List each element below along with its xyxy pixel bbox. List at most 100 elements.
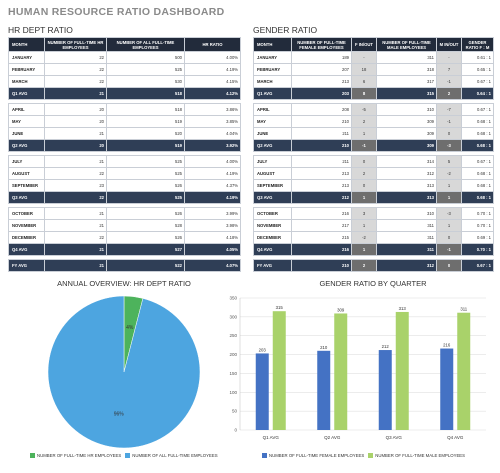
hr-cell: 21: [44, 207, 107, 220]
x-tick-label: Q1 AVG: [263, 435, 280, 440]
hr-cell: 21: [44, 219, 107, 232]
hr-cell: 20: [44, 103, 107, 116]
gender-avg-cell: 1: [351, 243, 377, 256]
x-tick-label: Q3 AVG: [386, 435, 403, 440]
bar-value-label: 203: [259, 347, 267, 352]
pie-slice-label-0: 4%: [126, 325, 134, 331]
gender-cell: DECEMBER: [253, 231, 292, 244]
y-tick-label: 250: [229, 333, 237, 338]
x-tick-label: Q2 AVG: [324, 435, 341, 440]
hr-cell: 4.18%: [184, 231, 241, 244]
gender-fy-cell: 210: [291, 259, 352, 272]
hr-avg-cell: Q4 AVG: [8, 243, 45, 256]
gender-cell: 0: [436, 127, 462, 140]
hr-cell: 22: [44, 51, 107, 64]
hr-cell: 3.86%: [184, 103, 241, 116]
gender-fy-cell: 0: [436, 259, 462, 272]
table-row: JULY 21 525 4.00%: [8, 155, 241, 168]
hr-header-cell: MONTH: [8, 37, 45, 52]
hr-cell: 22: [44, 63, 107, 76]
table-row: MARCH 213 6 317 -1 0.67 : 1: [253, 75, 494, 88]
gender-cell: 0.67 : 1: [461, 155, 494, 168]
gender-avg-cell: 0.64 : 1: [461, 87, 494, 100]
table-row: AUGUST 22 525 4.19%: [8, 167, 241, 180]
hr-cell: DECEMBER: [8, 231, 45, 244]
hr-cell: AUGUST: [8, 167, 45, 180]
gender-cell: FEBRUARY: [253, 63, 292, 76]
hr-section-title: HR DEPT RATIO: [8, 25, 73, 35]
table-row: JANUARY 22 500 4.00%: [8, 51, 241, 64]
pie-legend-label-hr: NUMBER OF FULL-TIME HR EMPLOYEES: [37, 453, 122, 458]
quarter-avg-row: Q3 AVG 212 1 313 1 0.68 : 1: [253, 191, 494, 204]
gender-avg-cell: 313: [376, 191, 437, 204]
gender-cell: APRIL: [253, 103, 292, 116]
gender-cell: 2: [351, 115, 377, 128]
table-row: NOVEMBER 21 528 3.98%: [8, 219, 241, 232]
quarter-avg-row: Q3 AVG 22 525 4.19%: [8, 191, 241, 204]
table-row: AUGUST 213 2 312 -2 0.68 : 1: [253, 167, 494, 180]
table-row: JUNE 21 520 4.04%: [8, 127, 241, 140]
gender-cell: 309: [376, 127, 437, 140]
hr-avg-cell: 519: [106, 139, 185, 152]
gender-cell: 215: [291, 231, 352, 244]
quarter-avg-row: Q4 AVG 21 527 4.05%: [8, 243, 241, 256]
quarter-avg-row: Q2 AVG 20 519 3.92%: [8, 139, 241, 152]
hr-avg-cell: 20: [44, 139, 107, 152]
hr-cell: 22: [44, 167, 107, 180]
gender-cell: OCTOBER: [253, 207, 292, 220]
pie-legend-swatch-hr: [30, 453, 35, 458]
gender-cell: 311: [376, 51, 437, 64]
gender-avg-cell: 212: [291, 191, 352, 204]
quarter-avg-row: Q2 AVG 210 -1 309 -3 0.68 : 1: [253, 139, 494, 152]
gender-cell: 314: [376, 155, 437, 168]
gender-cell: 310: [376, 207, 437, 220]
pie-legend: NUMBER OF FULL-TIME HR EMPLOYEES NUMBER …: [30, 453, 218, 458]
gender-cell: NOVEMBER: [253, 219, 292, 232]
gender-cell: 5: [436, 155, 462, 168]
gender-cell: 1: [436, 179, 462, 192]
table-row: DECEMBER 215 -2 311 0 0.69 : 1: [253, 231, 494, 244]
y-tick-label: 350: [229, 296, 237, 301]
hr-cell: 530: [106, 75, 185, 88]
bar-value-label: 212: [382, 344, 390, 349]
hr-cell: 4.00%: [184, 51, 241, 64]
table-row: FEBRUARY 22 525 4.19%: [8, 63, 241, 76]
dashboard-title: HUMAN RESOURCE RATIO DASHBOARD: [8, 6, 225, 18]
x-tick-label: Q4 AVG: [447, 435, 464, 440]
hr-avg-cell: 525: [106, 191, 185, 204]
bar-male: [395, 311, 409, 430]
hr-avg-cell: Q2 AVG: [8, 139, 45, 152]
bar-female: [317, 350, 331, 430]
gender-cell: 211: [291, 155, 352, 168]
quarter-avg-row: Q4 AVG 216 1 311 -1 0.70 : 1: [253, 243, 494, 256]
gender-cell: 313: [376, 179, 437, 192]
hr-cell: 526: [106, 179, 185, 192]
hr-cell: MAY: [8, 115, 45, 128]
table-row: SEPTEMBER 23 526 4.37%: [8, 179, 241, 192]
gender-cell: 0: [436, 231, 462, 244]
table-row: MAY 210 2 309 -1 0.68 : 1: [253, 115, 494, 128]
table-row: OCTOBER 216 3 310 -3 0.70 : 1: [253, 207, 494, 220]
pie-legend-label-all: NUMBER OF ALL FULL-TIME EMPLOYEES: [132, 453, 218, 458]
table-row: MAY 20 519 3.85%: [8, 115, 241, 128]
gender-cell: -: [351, 51, 377, 64]
hr-cell: 4.15%: [184, 75, 241, 88]
hr-cell: JULY: [8, 155, 45, 168]
gender-cell: 310: [376, 103, 437, 116]
hr-avg-cell: 4.19%: [184, 191, 241, 204]
gender-cell: -5: [351, 103, 377, 116]
bar-chart: 0 50 100 150 200 250 300 350 203 315 Q1 AVG 210 309 Q…: [229, 296, 486, 440]
gender-cell: JANUARY: [253, 51, 292, 64]
gender-avg-cell: 2: [436, 87, 462, 100]
hr-cell: 4.04%: [184, 127, 241, 140]
gender-cell: 0.70 : 1: [461, 219, 494, 232]
hr-cell: 20: [44, 115, 107, 128]
hr-cell: 3.85%: [184, 115, 241, 128]
gender-cell: 207: [291, 63, 352, 76]
table-row: OCTOBER 21 526 3.99%: [8, 207, 241, 220]
gender-cell: -1: [436, 75, 462, 88]
hr-cell: MARCH: [8, 75, 45, 88]
gender-fy-cell: FY AVG: [253, 259, 292, 272]
table-row: MARCH 22 530 4.15%: [8, 75, 241, 88]
gender-cell: 213: [291, 167, 352, 180]
